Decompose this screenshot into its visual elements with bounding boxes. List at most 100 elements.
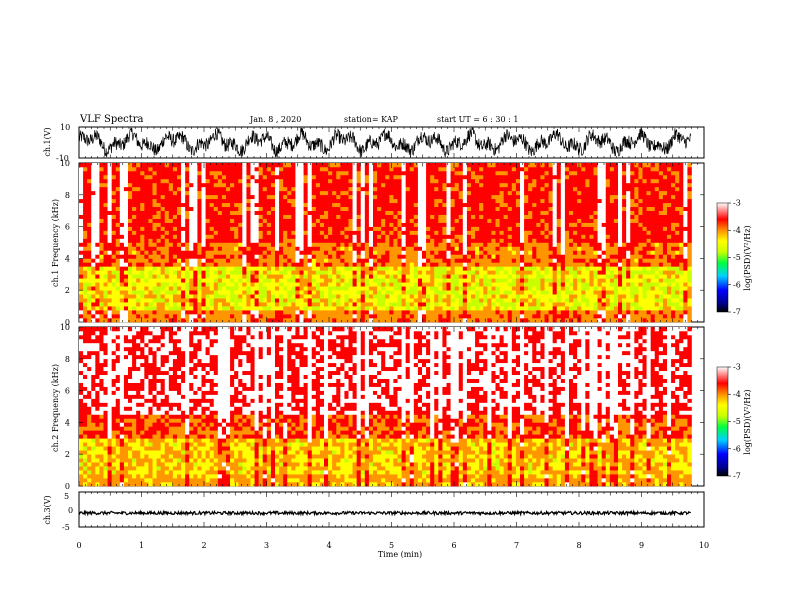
spectrogram-cell: [185, 294, 190, 299]
spectrogram-cell: [458, 186, 464, 192]
spectrogram-cell: [377, 278, 382, 283]
spectrogram-cell: [413, 226, 419, 231]
spectrogram-cell: [475, 294, 480, 299]
spectrogram-cell: [389, 274, 394, 279]
spectrogram-cell: [368, 294, 374, 299]
spectrogram-cell: [91, 314, 96, 319]
spectrogram-cell: [328, 218, 333, 223]
spectrogram-cell: [528, 202, 533, 208]
spectrogram-cell: [438, 226, 443, 231]
spectrogram-cell: [332, 290, 337, 295]
spectrogram-cell: [532, 278, 537, 283]
spectrogram-cell: [462, 266, 468, 271]
spectrogram-cell: [275, 170, 280, 176]
spectrogram-cell: [487, 206, 492, 211]
spectrogram-cell: [91, 222, 96, 227]
spectrogram-cell: [238, 178, 243, 184]
spectrogram-cell: [238, 198, 243, 204]
spectrogram-cell: [103, 214, 108, 219]
spectrogram-cell: [156, 250, 161, 255]
spectrogram-cell: [307, 214, 313, 219]
spectrogram-cell: [536, 222, 541, 227]
spectrogram-cell: [450, 262, 455, 267]
spectrogram-cell: [377, 202, 382, 208]
spectrogram-cell: [401, 178, 406, 184]
spectrogram-cell: [340, 198, 345, 204]
spectrogram-cell: [381, 234, 386, 239]
spectrogram-cell: [91, 186, 96, 192]
spectrogram-cell: [364, 202, 370, 208]
spectrogram-cell: [503, 202, 509, 208]
spectrogram-cell: [344, 294, 349, 299]
spectrogram-cell: [242, 294, 247, 299]
spectrogram-cell: [426, 198, 431, 204]
spectrogram-cell: [434, 270, 439, 275]
spectrogram-cell: [499, 190, 504, 196]
spectrogram-cell: [295, 314, 300, 319]
spectrogram-cell: [177, 258, 182, 263]
spectrogram-cell: [123, 182, 129, 188]
spectrogram-cell: [556, 282, 562, 287]
spectrogram-cell: [266, 190, 272, 196]
spectrogram-cell: [287, 170, 292, 176]
spectrogram-cell: [466, 278, 472, 283]
spectrogram-cell: [189, 246, 194, 251]
spectrogram-cell: [560, 222, 566, 227]
spectrogram-cell: [544, 178, 549, 184]
spectrogram-cell: [405, 230, 411, 235]
spectrogram-cell: [360, 242, 366, 247]
spectrogram-cell: [111, 262, 117, 267]
spectrogram-cell: [511, 210, 517, 215]
spectrogram-cell: [275, 250, 280, 255]
spectrogram-cell: [95, 194, 100, 200]
spectrogram-cell: [238, 194, 243, 200]
spectrogram-cell: [315, 238, 321, 243]
spectrogram-cell: [270, 190, 276, 196]
spectrogram-cell: [270, 270, 276, 275]
spectrogram-cell: [144, 278, 149, 283]
spectrogram-cell: [564, 274, 570, 279]
spectrogram-cell: [556, 230, 562, 235]
spectrogram-cell: [491, 238, 496, 243]
spectrogram-cell: [564, 246, 570, 251]
spectrogram-cell: [262, 266, 268, 271]
spectrogram-cell: [291, 318, 296, 323]
spectrogram-cell: [544, 166, 549, 172]
spectrogram-cell: [503, 194, 509, 200]
spectrogram-cell: [287, 254, 292, 259]
spectrogram-cell: [438, 266, 443, 271]
spectrogram-cell: [544, 163, 549, 168]
spectrogram-cell: [364, 290, 370, 295]
spectrogram-cell: [205, 226, 210, 231]
spectrogram-cell: [205, 306, 210, 311]
spectrogram-cell: [287, 242, 292, 247]
spectrogram-cell: [471, 194, 476, 200]
spectrogram-cell: [164, 190, 170, 196]
spectrogram-cell: [250, 170, 255, 176]
spectrogram-cell: [344, 218, 349, 223]
spectrogram-cell: [299, 266, 304, 271]
spectrogram-cell: [520, 230, 525, 235]
spectrogram-cell: [315, 230, 321, 235]
spectrogram-cell: [540, 318, 545, 323]
spectrogram-cell: [205, 202, 210, 208]
spectrogram-cell: [242, 242, 247, 247]
spectrogram-cell: [507, 254, 513, 259]
spectrogram-cell: [189, 182, 194, 188]
spectrogram-cell: [119, 198, 125, 204]
spectrogram-cell: [189, 234, 194, 239]
spectrogram-cell: [475, 250, 480, 255]
spectrogram-cell: [83, 250, 88, 255]
spectrogram-cell: [360, 278, 366, 283]
spectrogram-cell: [458, 318, 464, 323]
spectrogram-cell: [385, 170, 390, 176]
spectrogram-cell: [217, 250, 223, 255]
spectrogram-cell: [515, 290, 521, 295]
spectrogram-cell: [344, 166, 349, 172]
spectrogram-cell: [193, 170, 198, 176]
spectrogram-cell: [373, 306, 378, 311]
spectrogram-cell: [115, 174, 121, 180]
spectrogram-cell: [193, 186, 198, 192]
spectrogram-cell: [185, 238, 190, 243]
spectrogram-cell: [430, 226, 435, 231]
